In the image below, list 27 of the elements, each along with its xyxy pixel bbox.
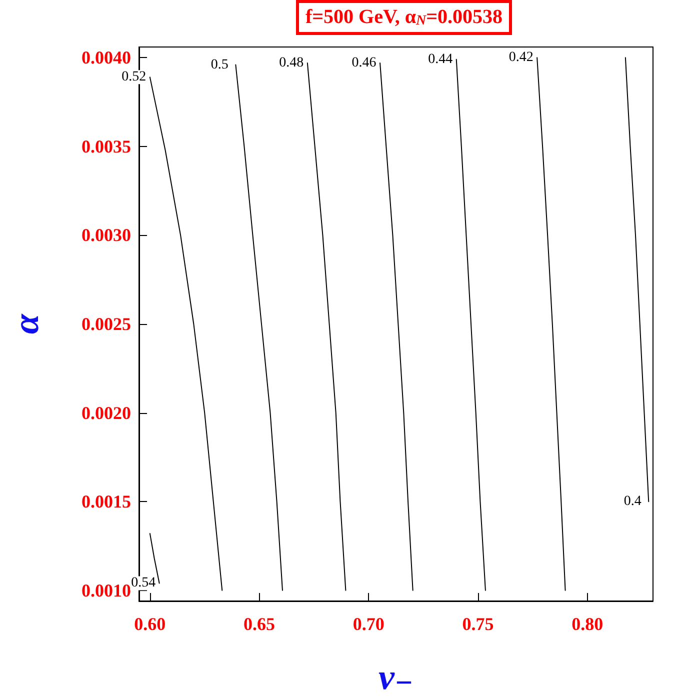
line-series: [306, 62, 346, 591]
y-tick-label: 0.0025: [82, 314, 131, 334]
series-label: 0.48: [279, 55, 304, 70]
x-tick-label: 0.70: [352, 614, 384, 634]
x-tick-label: 0.60: [134, 614, 166, 634]
series-label: 0.42: [508, 50, 534, 66]
series-label: 0.4: [624, 494, 642, 510]
line-series: [536, 57, 566, 591]
y-tick-label: 0.0035: [82, 136, 131, 156]
series-label: 0.46: [352, 55, 376, 70]
line-series: [380, 62, 414, 591]
x-tick-label: 0.80: [572, 614, 604, 634]
series-label: 0.52: [122, 70, 146, 85]
y-tick-label: 0.0010: [82, 580, 131, 600]
y-axis-title: α: [6, 312, 46, 334]
chart-title: f=500 GeV, αN=0.00538: [305, 6, 503, 28]
series-label: 0.44: [428, 52, 453, 67]
y-tick-label: 0.0030: [82, 225, 131, 246]
series-label: 0.54: [131, 576, 156, 591]
x-axis-title: ν₋: [378, 657, 414, 697]
y-tick-label: 0.0020: [82, 402, 131, 423]
y-tick-label: 0.0015: [82, 492, 131, 512]
x-tick-label: 0.65: [244, 614, 276, 634]
x-tick-label: 0.75: [462, 614, 494, 634]
y-tick-label: 0.0040: [82, 48, 131, 68]
series-label: 0.5: [210, 57, 228, 72]
line-series: [456, 58, 486, 591]
